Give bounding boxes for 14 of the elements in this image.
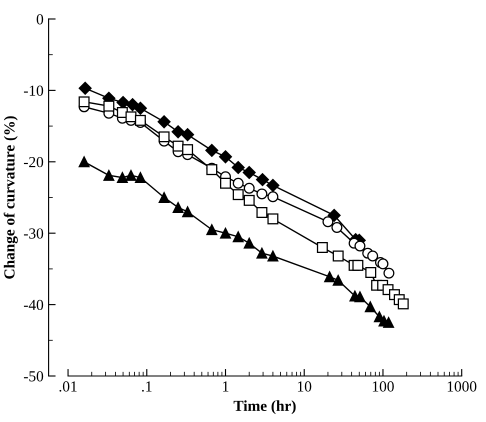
x-tick-label: .1 [142,381,152,392]
x-tick-label: .01 [60,381,77,392]
x-axis-title: Time (hr) [234,400,296,414]
y-tick-label: -30 [24,228,44,239]
y-tick-label: -20 [24,156,44,168]
y-tick-label: -50 [24,371,44,382]
x-tick-label: 1000 [448,381,476,392]
y-tick-label: 0 [36,14,44,24]
x-tick-label: 10 [298,381,312,392]
y-tick-label: -40 [24,300,44,310]
y-axis-title: Change of curvature (%) [4,116,18,279]
x-tick-label: 100 [372,381,394,392]
x-tick-label: 1 [223,381,228,392]
y-tick-label: -10 [24,86,44,96]
